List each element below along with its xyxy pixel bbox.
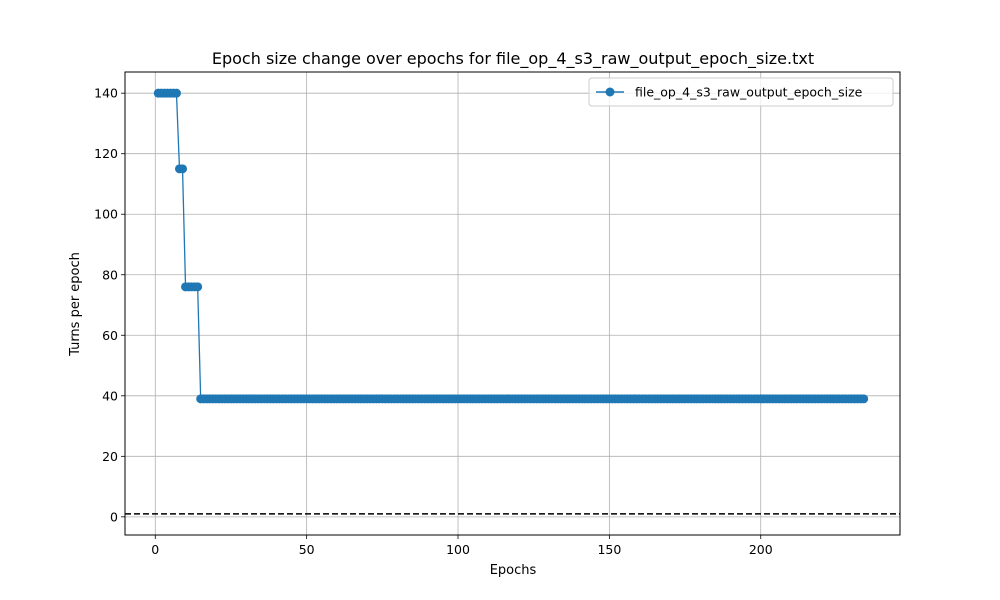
series-layer — [153, 88, 869, 404]
grid — [125, 72, 900, 535]
y-tick-label: 20 — [102, 449, 118, 464]
plot-frame — [124, 71, 901, 536]
legend-entry: file_op_4_s3_raw_output_epoch_size — [635, 85, 863, 100]
legend: file_op_4_s3_raw_output_epoch_size — [588, 77, 894, 107]
y-tick-label: 60 — [102, 328, 118, 343]
data-point — [171, 88, 181, 98]
chart-title: Epoch size change over epochs for file_o… — [212, 49, 814, 69]
x-axis-ticks: 0 50 100 150 200 — [151, 535, 773, 557]
y-tick-label: 100 — [94, 207, 118, 222]
data-point — [859, 394, 869, 404]
y-tick-label: 140 — [94, 86, 118, 101]
x-axis-label: Epochs — [490, 563, 537, 578]
legend-marker — [605, 87, 615, 97]
y-axis-label: Turns per epoch — [68, 252, 83, 357]
series-line — [158, 92, 864, 400]
y-tick-label: 0 — [110, 509, 118, 524]
y-tick-label: 40 — [102, 388, 118, 403]
x-tick-label: 0 — [151, 542, 159, 557]
data-point — [193, 282, 203, 292]
y-tick-label: 80 — [102, 267, 118, 282]
x-tick-label: 100 — [446, 542, 470, 557]
x-tick-label: 200 — [749, 542, 773, 557]
data-point — [178, 164, 188, 174]
legend-box — [588, 77, 894, 107]
x-tick-label: 50 — [299, 542, 315, 557]
y-axis-ticks: 0 20 40 60 80 100 120 140 — [94, 86, 125, 524]
x-tick-label: 150 — [597, 542, 621, 557]
y-tick-label: 120 — [94, 146, 118, 161]
